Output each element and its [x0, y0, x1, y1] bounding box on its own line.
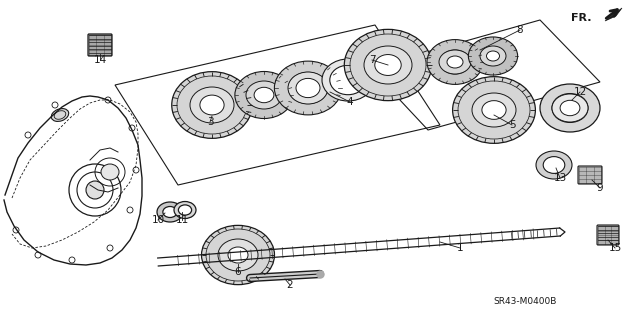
Ellipse shape — [254, 87, 274, 103]
Ellipse shape — [540, 84, 600, 132]
Text: FR.: FR. — [572, 13, 592, 23]
Ellipse shape — [481, 47, 505, 65]
Ellipse shape — [482, 101, 506, 119]
Text: 1: 1 — [457, 243, 463, 253]
Ellipse shape — [543, 157, 564, 174]
FancyBboxPatch shape — [597, 225, 619, 245]
Ellipse shape — [486, 51, 499, 61]
Ellipse shape — [228, 247, 248, 263]
Ellipse shape — [375, 55, 401, 76]
Ellipse shape — [101, 164, 119, 180]
Ellipse shape — [51, 108, 68, 122]
Ellipse shape — [452, 77, 536, 143]
Ellipse shape — [248, 82, 280, 108]
Ellipse shape — [200, 95, 224, 115]
Ellipse shape — [439, 50, 471, 74]
Text: 11: 11 — [175, 215, 189, 225]
Ellipse shape — [179, 205, 191, 215]
Ellipse shape — [172, 72, 252, 138]
Ellipse shape — [480, 46, 506, 66]
Text: 12: 12 — [573, 87, 587, 97]
Ellipse shape — [275, 61, 342, 115]
Text: 8: 8 — [516, 25, 524, 35]
Ellipse shape — [427, 40, 483, 85]
Text: 3: 3 — [207, 117, 213, 127]
Ellipse shape — [344, 29, 432, 101]
Ellipse shape — [447, 56, 463, 68]
Text: 14: 14 — [93, 55, 107, 65]
Ellipse shape — [190, 87, 234, 123]
Text: 5: 5 — [509, 120, 515, 130]
Text: 2: 2 — [287, 280, 293, 290]
Ellipse shape — [163, 206, 177, 218]
Ellipse shape — [536, 151, 572, 179]
FancyBboxPatch shape — [88, 34, 112, 56]
Ellipse shape — [560, 100, 580, 116]
FancyBboxPatch shape — [578, 166, 602, 184]
Ellipse shape — [174, 202, 196, 219]
Text: SR43-M0400B: SR43-M0400B — [493, 298, 557, 307]
Ellipse shape — [468, 37, 518, 75]
Ellipse shape — [296, 78, 320, 98]
Ellipse shape — [235, 71, 293, 119]
Text: 6: 6 — [235, 267, 241, 277]
Ellipse shape — [322, 59, 374, 101]
Ellipse shape — [246, 81, 282, 109]
Ellipse shape — [330, 65, 366, 95]
Ellipse shape — [157, 202, 183, 222]
Polygon shape — [605, 8, 622, 21]
Ellipse shape — [228, 247, 248, 263]
Ellipse shape — [198, 94, 225, 116]
Ellipse shape — [552, 94, 588, 122]
Text: 4: 4 — [347, 97, 353, 107]
Ellipse shape — [480, 99, 508, 121]
Ellipse shape — [364, 46, 412, 84]
Ellipse shape — [440, 50, 470, 74]
Ellipse shape — [218, 239, 258, 271]
Ellipse shape — [289, 72, 328, 104]
Text: 15: 15 — [609, 243, 621, 253]
Ellipse shape — [552, 93, 588, 122]
Text: 13: 13 — [554, 173, 566, 183]
Ellipse shape — [374, 53, 403, 77]
Ellipse shape — [202, 225, 275, 285]
Ellipse shape — [472, 93, 516, 127]
Ellipse shape — [288, 72, 328, 104]
Text: 7: 7 — [369, 55, 375, 65]
Text: 9: 9 — [596, 183, 604, 193]
Text: 10: 10 — [152, 215, 164, 225]
Ellipse shape — [86, 181, 104, 199]
